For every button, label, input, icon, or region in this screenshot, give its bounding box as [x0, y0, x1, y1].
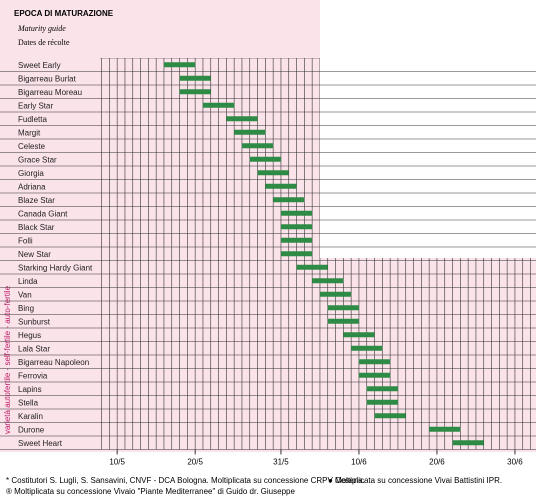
category-label: Hegus	[18, 331, 41, 340]
bar	[374, 413, 406, 419]
bar	[351, 345, 383, 351]
bar	[343, 332, 375, 338]
bar	[163, 62, 196, 68]
category-label: Bigarreau Moreau	[18, 88, 82, 97]
category-label: Starking Hardy Giant	[18, 263, 93, 272]
bar	[241, 143, 274, 149]
category-label: Early Star	[18, 101, 53, 110]
category-label: Linda	[18, 277, 38, 286]
x-tick-label: 10/6	[351, 458, 367, 467]
x-tick-label: 30/6	[507, 458, 523, 467]
bar	[280, 237, 313, 243]
category-label: Sweet Early	[18, 61, 61, 70]
bar	[452, 440, 484, 446]
chart-title: EPOCA DI MATURAZIONE	[14, 9, 114, 18]
category-label: Bing	[18, 304, 34, 313]
footnote: ® Moltiplicata su concessione Vivaio "Pi…	[6, 487, 295, 496]
category-label: Ferrovia	[18, 371, 48, 380]
bar	[319, 291, 352, 297]
bar	[202, 102, 235, 108]
category-label: Giorgia	[18, 169, 44, 178]
category-label: Black Star	[18, 223, 55, 232]
category-label: Sunburst	[18, 317, 51, 326]
x-tick-label: 31/5	[273, 458, 289, 467]
bar	[249, 156, 281, 162]
category-label: Grace Star	[18, 155, 57, 164]
category-label: Celeste	[18, 142, 46, 151]
bar	[257, 170, 289, 176]
bar	[327, 318, 359, 324]
subtitle: Maturity guide	[17, 24, 66, 33]
footnote: ● Moltiplicata su concessione Vivai Batt…	[328, 476, 502, 485]
bar	[280, 210, 313, 216]
bar	[265, 183, 297, 189]
category-label: Sweet Heart	[18, 439, 63, 448]
footnote: * Costitutori S. Lugli, S. Sansavini, CN…	[6, 476, 365, 485]
bar	[429, 426, 461, 432]
bar	[273, 197, 305, 203]
x-tick-label: 10/5	[109, 458, 125, 467]
y-axis-label: varietà autofertile - self-fertile - aut…	[3, 285, 12, 434]
bar	[226, 116, 258, 122]
category-label: New Star	[18, 250, 51, 259]
bar	[280, 251, 313, 257]
background	[0, 0, 536, 452]
bar	[296, 264, 328, 270]
bar	[179, 89, 211, 95]
category-label: Lapins	[18, 385, 42, 394]
category-label: Lala Star	[18, 344, 50, 353]
category-label: Fudletta	[18, 115, 47, 124]
bar	[280, 224, 313, 230]
category-label: Stella	[18, 398, 39, 407]
x-tick-label: 20/5	[187, 458, 203, 467]
category-label: Adriana	[18, 182, 46, 191]
category-label: Folli	[18, 236, 33, 245]
bar	[358, 359, 391, 365]
bar	[234, 129, 266, 135]
category-label: Blaze Star	[18, 196, 55, 205]
bar	[358, 372, 391, 378]
category-label: Van	[18, 290, 32, 299]
category-label: Bigarreau Napoleon	[18, 358, 89, 367]
category-label: Canada Giant	[18, 209, 68, 218]
bar	[366, 386, 398, 392]
bar	[366, 399, 398, 405]
subtitle: Dates de récolte	[18, 38, 70, 47]
category-label: Bigarreau Burlat	[18, 74, 77, 83]
bar	[327, 305, 359, 311]
bar	[179, 75, 211, 81]
category-label: Durone	[18, 425, 45, 434]
bar	[312, 278, 344, 284]
x-tick-label: 20/6	[429, 458, 445, 467]
category-label: Karalin	[18, 412, 43, 421]
category-label: Margit	[18, 128, 41, 137]
